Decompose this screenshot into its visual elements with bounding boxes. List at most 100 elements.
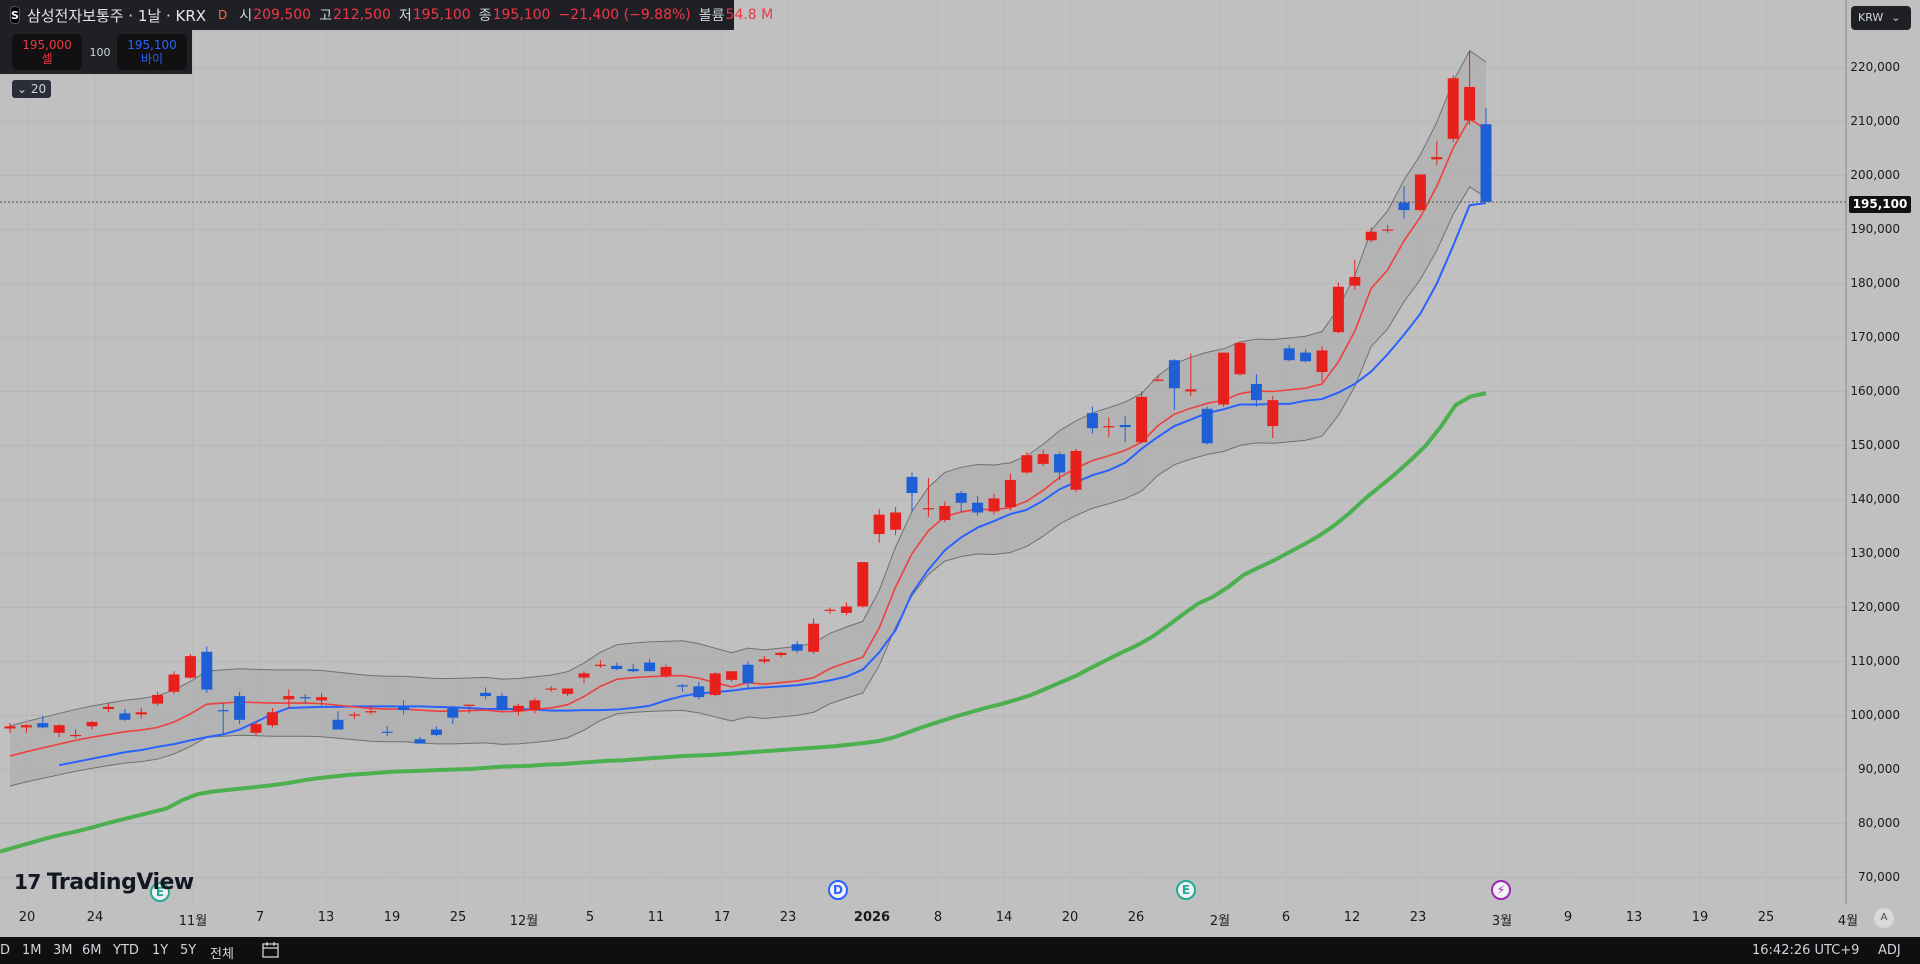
candle-body — [119, 713, 131, 720]
range-button[interactable]: YTD — [113, 943, 139, 958]
candle — [4, 723, 16, 733]
currency-label: KRW — [1858, 11, 1884, 24]
candle — [594, 660, 606, 668]
candle — [1349, 259, 1361, 290]
candle-body — [217, 710, 229, 712]
adj-button[interactable]: ADJ — [1878, 943, 1901, 958]
candle — [250, 720, 262, 737]
candle-body — [512, 705, 524, 712]
candle-body — [1152, 379, 1164, 381]
candle — [1037, 449, 1049, 467]
candle-body — [594, 664, 606, 666]
candle — [660, 664, 672, 678]
buy-button[interactable]: 195,100 바이 — [117, 34, 187, 70]
sell-button[interactable]: 195,000 셀 — [12, 34, 82, 70]
range-button[interactable]: D — [0, 943, 11, 958]
range-button[interactable]: 6M — [82, 943, 102, 958]
range-button[interactable]: 1M — [22, 943, 42, 958]
price-axis-label: 140,000 — [1850, 491, 1900, 506]
price-axis-label: 80,000 — [1858, 815, 1900, 830]
candle — [693, 682, 705, 700]
time-axis-label: 12 — [1343, 910, 1361, 925]
symbol-header[interactable]: S 삼성전자보통주 · 1날 · KRX D 시 209,500 고 212,5… — [0, 0, 773, 30]
candle — [1021, 451, 1033, 474]
candle — [86, 720, 98, 730]
candle-body — [840, 606, 852, 613]
candle — [365, 705, 377, 715]
brand-name: TradingView — [46, 870, 194, 895]
calendar-icon[interactable] — [262, 942, 280, 958]
chart-grid — [1845, 0, 1847, 904]
candle-body — [86, 721, 98, 727]
candle — [529, 698, 541, 714]
candle-body — [1185, 389, 1197, 392]
symbol-title[interactable]: 삼성전자보통주 · 1날 · KRX — [26, 6, 207, 25]
candle-body — [1136, 396, 1148, 443]
candle-body — [414, 739, 426, 744]
candle — [1464, 51, 1476, 125]
high-value: 212,500 — [332, 7, 391, 23]
earnings-icon[interactable]: E — [1176, 880, 1196, 900]
open-value: 209,500 — [253, 7, 312, 23]
price-axis-label: 170,000 — [1850, 329, 1900, 344]
ma-green-line — [0, 391, 1487, 854]
candle — [398, 700, 410, 715]
trade-panel: 195,000 셀 100 195,100 바이 — [0, 30, 192, 74]
candle-body — [824, 609, 836, 611]
range-button[interactable]: 5Y — [180, 943, 197, 958]
candle — [988, 494, 1000, 515]
candle — [53, 724, 65, 738]
candle-body — [201, 651, 213, 690]
candle — [906, 472, 918, 513]
price-axis-label: 190,000 — [1850, 221, 1900, 236]
candle-body — [1086, 413, 1098, 429]
buy-price: 195,100 — [127, 38, 177, 52]
candle-body — [37, 723, 49, 728]
flash-icon[interactable]: ⚡ — [1491, 880, 1511, 900]
candle — [152, 691, 164, 706]
candle — [972, 496, 984, 516]
candle — [726, 671, 738, 683]
range-button[interactable]: 전체 — [210, 947, 234, 962]
candle — [1365, 227, 1377, 243]
candle-body — [250, 724, 262, 733]
candle — [1086, 406, 1098, 434]
candle — [1234, 341, 1246, 376]
currency-button[interactable]: KRW ⌄ — [1851, 6, 1911, 30]
buy-label: 바이 — [140, 52, 164, 66]
candle-body — [611, 665, 623, 670]
clock-readout[interactable]: 16:42:26 UTC+9 — [1752, 943, 1860, 958]
indicator-toggle[interactable]: ⌄ 20 — [12, 80, 52, 98]
candle-body — [1119, 424, 1131, 428]
candle-body — [1431, 157, 1443, 160]
time-axis-label: 26 — [1127, 910, 1145, 925]
auto-scale-button[interactable]: A — [1874, 908, 1894, 928]
candle-body — [1283, 348, 1295, 361]
candle-body — [890, 512, 902, 530]
candle — [611, 662, 623, 671]
earnings-icon[interactable]: E — [150, 882, 170, 902]
candle-body — [332, 719, 344, 730]
time-axis-label: 2월 — [1209, 914, 1231, 929]
dividend-icon[interactable]: D — [828, 880, 848, 900]
candle-body — [4, 726, 16, 729]
candle-body — [1316, 350, 1328, 373]
range-button[interactable]: 1Y — [152, 943, 169, 958]
candle — [644, 659, 656, 672]
candle-body — [1464, 86, 1476, 121]
candle-body — [266, 712, 278, 726]
candle — [1316, 346, 1328, 382]
candle — [955, 490, 967, 513]
time-axis-label: 20 — [1061, 910, 1079, 925]
samsung-logo-icon: S — [10, 6, 20, 24]
candle — [201, 646, 213, 693]
candle-body — [102, 706, 114, 710]
candle-body — [463, 704, 475, 706]
time-axis-label: 8 — [933, 910, 943, 925]
candle-body — [365, 711, 377, 713]
candle-body — [955, 493, 967, 503]
time-axis-label: 25 — [1757, 910, 1775, 925]
range-button[interactable]: 3M — [53, 943, 73, 958]
quantity-value[interactable]: 100 — [89, 46, 111, 59]
